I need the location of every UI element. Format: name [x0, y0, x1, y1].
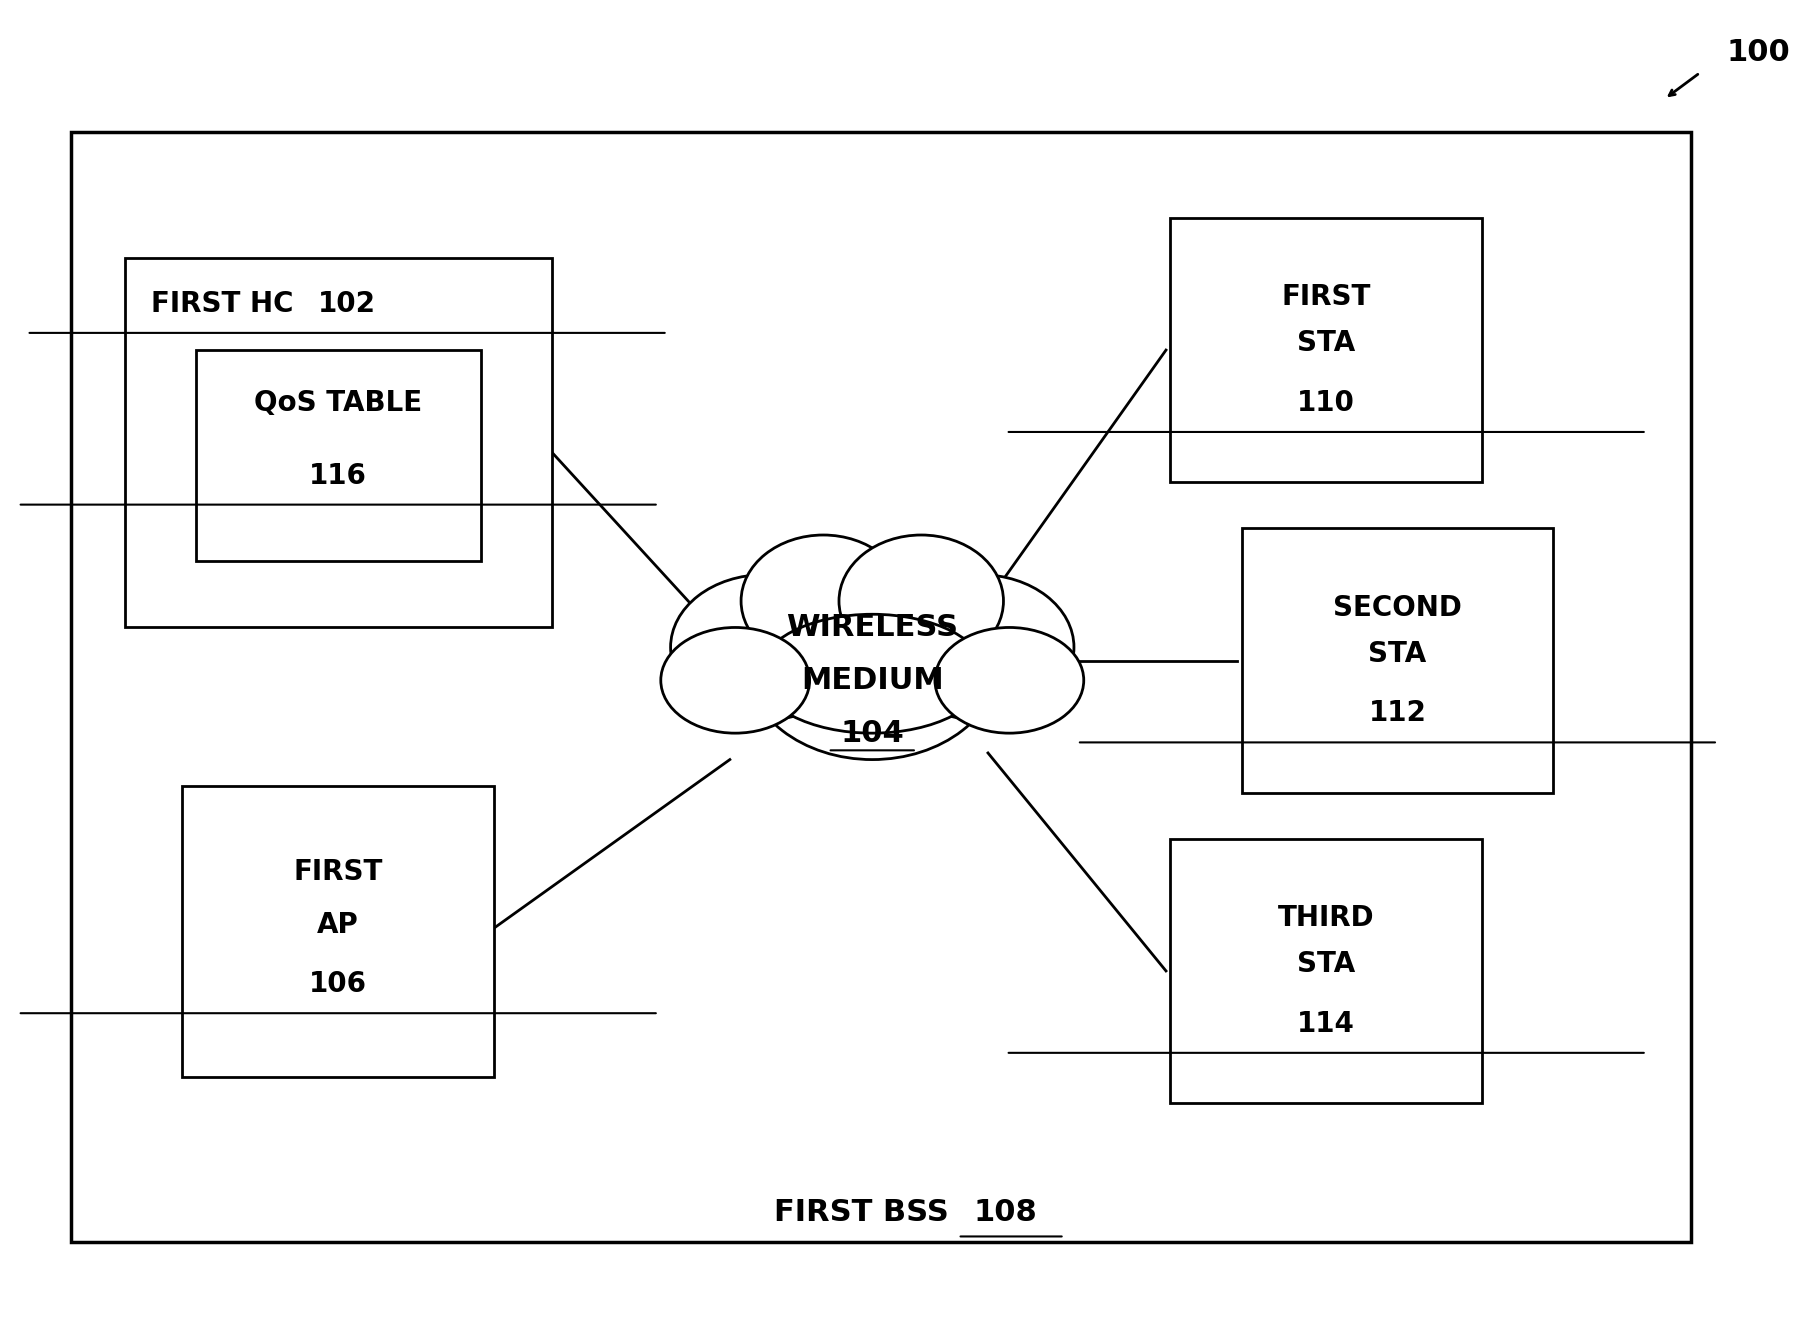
Text: 108: 108 [973, 1198, 1038, 1227]
Text: 100: 100 [1726, 38, 1791, 67]
FancyBboxPatch shape [72, 132, 1690, 1242]
Text: 104: 104 [840, 719, 905, 748]
FancyBboxPatch shape [124, 258, 551, 627]
Text: STA: STA [1368, 639, 1427, 668]
Ellipse shape [935, 627, 1083, 733]
Text: 110: 110 [1297, 388, 1355, 417]
Ellipse shape [887, 575, 1074, 720]
FancyBboxPatch shape [196, 350, 481, 561]
FancyBboxPatch shape [182, 786, 494, 1077]
Text: 116: 116 [310, 461, 368, 490]
Text: MEDIUM: MEDIUM [800, 666, 944, 695]
Text: STA: STA [1297, 329, 1355, 358]
Text: 114: 114 [1297, 1009, 1355, 1038]
FancyBboxPatch shape [1171, 218, 1481, 482]
Text: FIRST: FIRST [294, 857, 382, 886]
Ellipse shape [759, 614, 986, 733]
Text: FIRST HC: FIRST HC [151, 289, 314, 318]
Text: STA: STA [1297, 950, 1355, 979]
Text: SECOND: SECOND [1333, 593, 1461, 622]
Text: QoS TABLE: QoS TABLE [254, 388, 422, 417]
Ellipse shape [741, 535, 906, 667]
Text: FIRST: FIRST [1281, 283, 1371, 312]
Ellipse shape [670, 575, 858, 720]
Text: THIRD: THIRD [1278, 904, 1375, 933]
FancyBboxPatch shape [1242, 528, 1553, 793]
Text: FIRST BSS: FIRST BSS [775, 1198, 969, 1227]
Text: AP: AP [317, 910, 359, 939]
Ellipse shape [744, 561, 1000, 760]
Ellipse shape [840, 535, 1004, 667]
Text: 106: 106 [310, 970, 368, 999]
Text: WIRELESS: WIRELESS [786, 613, 959, 642]
Ellipse shape [661, 627, 809, 733]
FancyBboxPatch shape [1171, 839, 1481, 1103]
Text: 102: 102 [319, 289, 377, 318]
Text: 112: 112 [1368, 699, 1427, 728]
